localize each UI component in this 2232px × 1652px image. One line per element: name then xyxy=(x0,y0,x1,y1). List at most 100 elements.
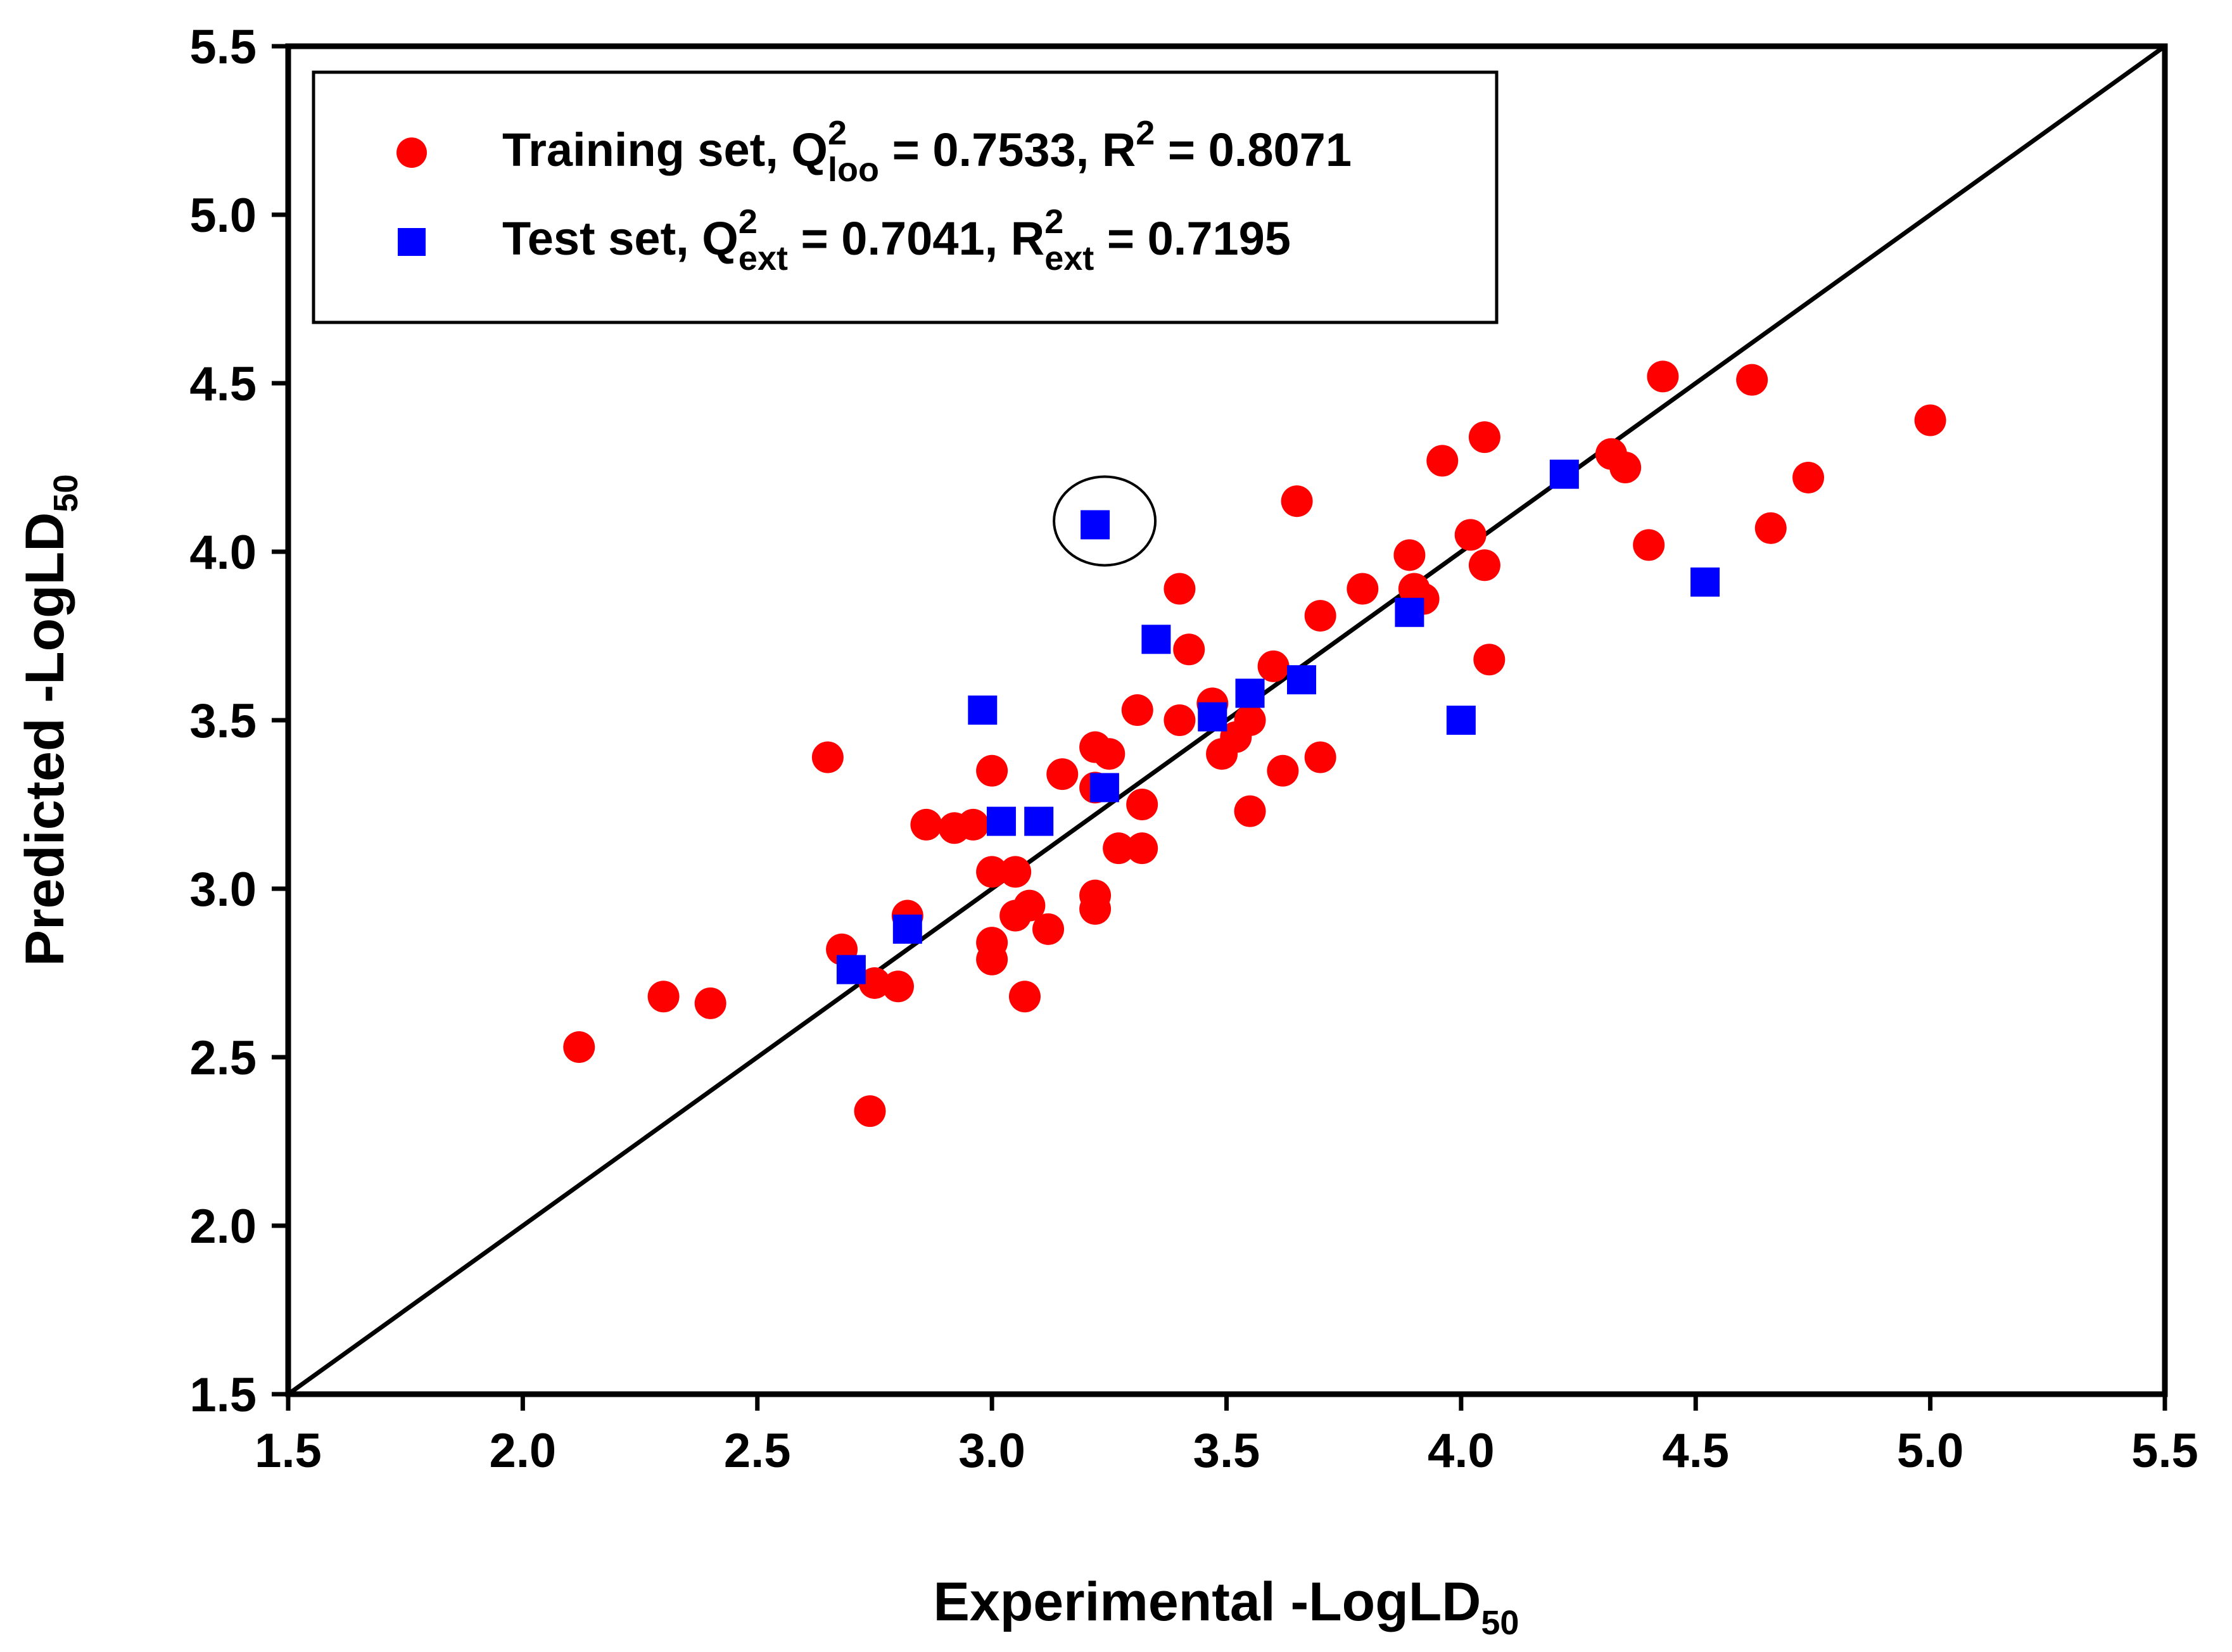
x-tick-label: 4.5 xyxy=(1662,1424,1729,1478)
test-point xyxy=(836,955,866,984)
training-point xyxy=(1126,832,1158,865)
legend-marker-test xyxy=(398,228,426,256)
training-point xyxy=(1079,893,1112,925)
training-point xyxy=(811,741,844,773)
training-point xyxy=(976,856,1008,888)
legend-training-text-a: Training set, Q xyxy=(502,124,828,176)
y-tick-label: 4.5 xyxy=(189,357,257,411)
training-point xyxy=(1792,461,1825,493)
training-point xyxy=(1164,704,1196,736)
training-point xyxy=(854,1095,886,1128)
x-tick-label: 2.0 xyxy=(490,1424,557,1478)
x-tick-label: 5.0 xyxy=(1897,1424,1964,1478)
y-axis-title-subscript: 50 xyxy=(47,474,85,512)
test-point xyxy=(1549,459,1579,489)
legend-training-r-superscript: 2 xyxy=(1136,114,1155,152)
training-point xyxy=(1164,573,1196,605)
training-point xyxy=(1468,549,1500,581)
legend-label-training: Training set, Q2 loo = 0.7533, R2 = 0.807… xyxy=(502,114,1352,189)
training-point xyxy=(882,970,914,1003)
y-tick-label: 2.5 xyxy=(189,1031,257,1085)
training-point xyxy=(1468,421,1500,454)
training-point xyxy=(1754,512,1787,544)
legend-test-r-superscript: 2 xyxy=(1044,203,1063,241)
training-point xyxy=(1393,539,1426,571)
y-tick-label: 2.0 xyxy=(189,1200,257,1254)
legend-test-text-b: = 0.7041, R xyxy=(788,212,1044,265)
x-tick-label: 3.0 xyxy=(958,1424,1025,1478)
legend-marker-training xyxy=(396,137,427,168)
y-axis-ticks: 1.5 2.0 2.5 3.0 3.5 4.0 4.5 5.0 5.5 xyxy=(189,20,288,1422)
x-axis-title: Experimental -LogLD50 xyxy=(934,1572,1519,1642)
test-point xyxy=(986,806,1016,836)
legend-training-q-superscript: 2 xyxy=(828,114,847,152)
training-point xyxy=(1914,404,1946,436)
training-point xyxy=(563,1031,595,1064)
test-point xyxy=(1395,597,1424,627)
training-point xyxy=(1173,633,1205,666)
legend-test-q-superscript: 2 xyxy=(739,203,758,241)
training-point xyxy=(976,943,1008,975)
legend-training-text-b: = 0.7533, R xyxy=(879,124,1136,176)
data-points-layer xyxy=(563,360,1946,1128)
training-point xyxy=(858,967,891,999)
legend-training-text-c: = 0.8071 xyxy=(1155,124,1352,176)
test-point xyxy=(1446,706,1476,735)
training-point xyxy=(1304,600,1336,632)
training-point xyxy=(1046,758,1079,791)
test-point xyxy=(968,696,998,725)
training-point xyxy=(1234,795,1266,827)
training-point xyxy=(1032,913,1065,945)
training-point xyxy=(1126,789,1158,820)
legend-box xyxy=(312,70,1499,324)
test-point xyxy=(1235,678,1265,708)
test-point xyxy=(1141,625,1171,654)
legend-test-q-subscript: ext xyxy=(739,239,788,277)
x-tick-label: 5.5 xyxy=(2131,1424,2198,1478)
training-point xyxy=(1234,704,1266,736)
test-point xyxy=(892,914,922,944)
training-point xyxy=(1013,889,1046,922)
training-point xyxy=(1103,832,1135,865)
legend-test-text-c: = 0.7195 xyxy=(1094,212,1291,265)
test-point xyxy=(1287,665,1317,695)
training-point xyxy=(1121,694,1153,727)
legend-label-test: Test set, Q2 ext = 0.7041, R2 ext = 0.7195 xyxy=(502,203,1291,277)
training-point xyxy=(1093,738,1126,770)
test-point xyxy=(1198,702,1227,732)
training-point xyxy=(1426,445,1459,477)
y-tick-label: 3.0 xyxy=(189,863,257,917)
training-point xyxy=(1304,741,1336,773)
highlight-layer xyxy=(1053,475,1157,567)
training-point xyxy=(1347,573,1379,605)
test-point xyxy=(1690,567,1720,597)
training-point xyxy=(1473,644,1506,676)
training-point xyxy=(957,808,989,841)
x-axis-title-main: Experimental -LogLD xyxy=(934,1572,1481,1632)
x-tick-label: 4.0 xyxy=(1428,1424,1495,1478)
training-point xyxy=(694,987,726,1019)
x-tick-label: 3.5 xyxy=(1193,1424,1260,1478)
test-point xyxy=(1081,510,1110,540)
x-tick-label: 2.5 xyxy=(724,1424,791,1478)
test-point xyxy=(1024,806,1054,836)
x-axis-ticks: 1.5 2.0 2.5 3.0 3.5 4.0 4.5 5.0 5.5 xyxy=(255,1394,2198,1478)
y-tick-label: 4.0 xyxy=(189,526,257,580)
training-point xyxy=(1609,452,1642,483)
training-point xyxy=(1281,485,1313,518)
training-point xyxy=(1647,360,1679,393)
training-point xyxy=(976,754,1008,787)
legend-training-q-subscript: loo xyxy=(828,151,879,189)
y-tick-label: 5.5 xyxy=(189,20,257,74)
y-tick-label: 5.0 xyxy=(189,189,257,243)
legend-test-text-a: Test set, Q xyxy=(502,212,739,265)
training-point xyxy=(647,981,680,1013)
y-tick-label: 1.5 xyxy=(189,1368,257,1422)
outlier-highlight-ellipse xyxy=(1053,475,1157,567)
test-point xyxy=(1089,773,1119,803)
training-point xyxy=(910,808,942,841)
training-point xyxy=(1257,650,1290,682)
legend-test-r-subscript: ext xyxy=(1044,239,1094,277)
